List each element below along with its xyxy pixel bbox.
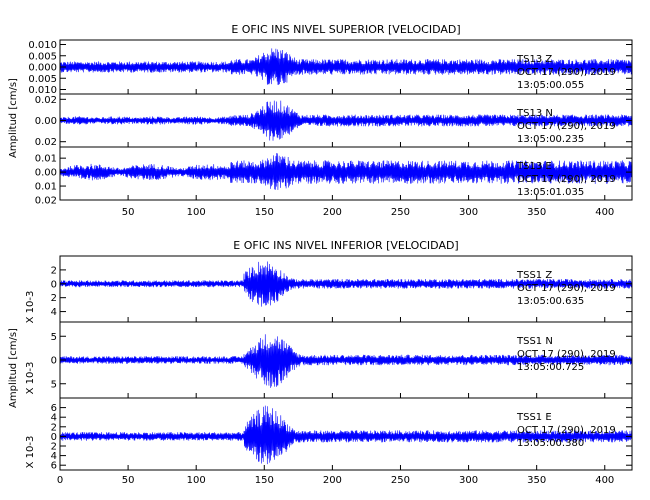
y-tick-label: 0.005 xyxy=(28,74,57,85)
trace-annotation-line: 13:05:00.380 xyxy=(517,438,584,449)
trace-annotation-line: OCT 17 (290), 2019 xyxy=(517,67,616,78)
y-tick-label: 6 xyxy=(51,403,57,414)
trace-ts13-n xyxy=(59,100,633,141)
trace-annotation-line: OCT 17 (290), 2019 xyxy=(517,283,616,294)
x-tick-label: 150 xyxy=(255,207,274,218)
x-tick-label: 300 xyxy=(459,207,478,218)
y-tick-label: 0.010 xyxy=(28,85,57,96)
y-tick-label: 0 xyxy=(51,356,57,367)
y-tick-label: 0.000 xyxy=(28,63,57,74)
x-tick-label: 350 xyxy=(527,475,546,486)
trace-annotation-line: 13:05:00.055 xyxy=(517,80,584,91)
y-tick-label: 0.02 xyxy=(35,95,57,106)
trace-annotation-line: TS13 Z xyxy=(516,54,552,65)
trace-annotation-line: 13:05:00.635 xyxy=(517,296,584,307)
y-tick-label: 2 xyxy=(51,422,57,433)
y-tick-label: 2 xyxy=(51,442,57,453)
y-tick-label: 0.01 xyxy=(35,182,57,193)
lower-group-y-axis-label: Amplitud [cm/s] xyxy=(8,328,19,408)
y-tick-label: 5 xyxy=(51,332,57,343)
panel-tss1-n: 5 0 5 TSS1 N OCT 17 (290), 2019 13:05:00.725 xyxy=(51,321,633,399)
y-tick-label: 0.02 xyxy=(35,196,57,207)
y-tick-label: 4 xyxy=(51,307,57,318)
trace-annotation-line: OCT 17 (290), 2019 xyxy=(517,174,616,185)
panel-ts13-e: 0.02 0.01 0.00 0.01 TS13 E OCT 17 (290), 2019… xyxy=(35,146,633,207)
scale-factor-label: X 10-3 xyxy=(25,362,36,395)
trace-tss1-e xyxy=(59,405,633,465)
trace-annotation-line: TS13 N xyxy=(516,108,553,119)
y-tick-label: 0.010 xyxy=(28,40,57,51)
trace-annotation-line: TSS1 E xyxy=(516,412,552,423)
upper-group-y-axis-label: Amplitud [cm/s] xyxy=(8,78,19,158)
y-tick-label: 0.02 xyxy=(35,137,57,148)
x-tick-label: 400 xyxy=(595,207,614,218)
scale-factor-label: X 10-3 xyxy=(25,436,36,469)
y-tick-label: 4 xyxy=(51,413,57,424)
panel-ts13-n: 0.02 0.00 0.02 TS13 N OCT 17 (290), 2019 13:0… xyxy=(35,93,633,148)
y-tick-label: 2 xyxy=(51,293,57,304)
x-tick-label: 100 xyxy=(187,475,206,486)
lower-level-group: E OFIC INS NIVEL INFERIOR [VELOCIDAD] Am… xyxy=(8,239,633,486)
y-tick-label: 0 xyxy=(51,279,57,290)
trace-annotation-line: TS13 E xyxy=(516,161,552,172)
trace-annotation-line: TSS1 Z xyxy=(516,270,552,281)
upper-group-title: E OFIC INS NIVEL SUPERIOR [VELOCIDAD] xyxy=(231,23,460,36)
trace-tss1-n xyxy=(59,334,633,388)
x-tick-label: 250 xyxy=(391,207,410,218)
y-tick-label: 0.00 xyxy=(35,168,57,179)
panel-tss1-z: 4 2 0 2 TSS1 Z OCT 17 (290), 2019 13:05:00.635 xyxy=(51,255,633,323)
x-tick-label: 50 xyxy=(122,475,135,486)
y-tick-label: 0.01 xyxy=(35,154,57,165)
x-tick-label: 100 xyxy=(187,207,206,218)
trace-ts13-e xyxy=(59,153,633,190)
x-tick-label: 0 xyxy=(57,475,63,486)
y-tick-label: 2 xyxy=(51,265,57,276)
y-tick-label: 5 xyxy=(51,379,57,390)
x-tick-label: 250 xyxy=(391,475,410,486)
x-tick-label: 350 xyxy=(527,207,546,218)
lower-group-title: E OFIC INS NIVEL INFERIOR [VELOCIDAD] xyxy=(233,239,458,252)
y-tick-label: 0 xyxy=(51,432,57,443)
trace-tss1-z xyxy=(59,261,633,307)
trace-annotation-line: OCT 17 (290), 2019 xyxy=(517,349,616,360)
y-tick-label: 4 xyxy=(51,451,57,462)
x-tick-label: 300 xyxy=(459,475,478,486)
panel-frame xyxy=(59,397,633,471)
y-tick-label: 0.005 xyxy=(28,51,57,62)
upper-level-group: E OFIC INS NIVEL SUPERIOR [VELOCIDAD] Am… xyxy=(8,23,633,218)
panel-frame xyxy=(59,146,633,201)
x-tick-label: 400 xyxy=(595,475,614,486)
x-tick-label: 200 xyxy=(323,207,342,218)
trace-annotation-line: OCT 17 (290), 2019 xyxy=(517,425,616,436)
trace-ts13-z xyxy=(59,48,633,85)
trace-annotation-line: 13:05:00.725 xyxy=(517,362,584,373)
y-tick-label: 6 xyxy=(51,461,57,472)
x-tick-label: 200 xyxy=(323,475,342,486)
scale-factor-label: X 10-3 xyxy=(25,291,36,324)
trace-annotation-line: 13:05:01.035 xyxy=(517,187,584,198)
x-tick-label: 150 xyxy=(255,475,274,486)
y-tick-label: 0.00 xyxy=(35,116,57,127)
trace-annotation-line: TSS1 N xyxy=(516,336,553,347)
x-tick-label: 50 xyxy=(122,207,135,218)
trace-annotation-line: 13:05:00.235 xyxy=(517,134,584,145)
trace-annotation-line: OCT 17 (290), 2019 xyxy=(517,121,616,132)
